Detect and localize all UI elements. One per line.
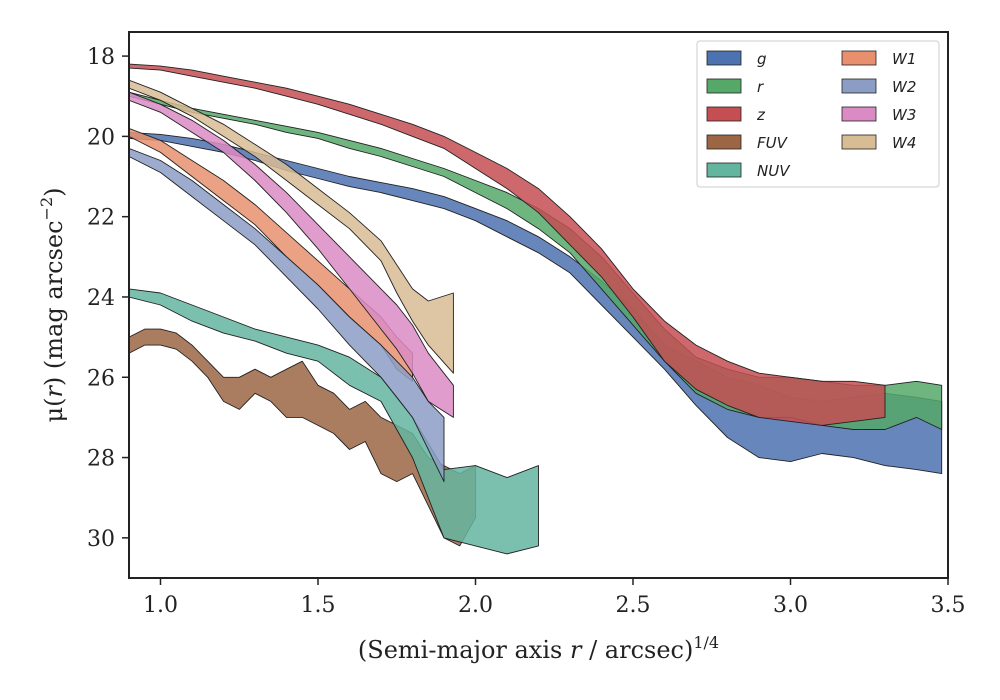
legend-label-g: g bbox=[757, 50, 767, 68]
legend-swatch-nuv bbox=[706, 162, 742, 178]
y-axis-title-group: μ(r) (mag arcsec−2) bbox=[37, 187, 68, 422]
legend-swatch-z bbox=[706, 106, 742, 122]
series-group bbox=[129, 63, 943, 555]
legend-label-z: z bbox=[756, 106, 766, 124]
series-band-w2 bbox=[129, 147, 445, 483]
legend-swatch-r bbox=[706, 78, 742, 94]
y-tick-label: 26 bbox=[87, 366, 115, 391]
series-band-w4 bbox=[129, 79, 454, 374]
legend-swatch-fuv bbox=[706, 134, 742, 150]
x-tick-label: 3.5 bbox=[931, 593, 966, 618]
y-tick-label: 28 bbox=[87, 447, 115, 472]
y-axis-title: μ(r) (mag arcsec−2) bbox=[37, 187, 68, 422]
legend-label-r: r bbox=[757, 78, 764, 96]
legend-swatch-w4 bbox=[841, 134, 877, 150]
legend-swatch-g bbox=[706, 50, 742, 66]
legend-label-w3: W3 bbox=[892, 106, 916, 124]
legend-label-nuv: NUV bbox=[757, 162, 791, 180]
legend-swatch-w1 bbox=[841, 50, 877, 66]
x-tick-label: 2.0 bbox=[458, 593, 493, 618]
legend-box bbox=[696, 40, 940, 188]
y-tick-label: 24 bbox=[87, 286, 115, 311]
legend-swatch-w2 bbox=[841, 78, 877, 94]
legend: grz FUV NUV W1 W2 W3 W4 bbox=[696, 40, 940, 188]
y-tick-label: 18 bbox=[87, 45, 115, 70]
legend-label-w4: W4 bbox=[892, 134, 916, 152]
series-band-z bbox=[129, 63, 886, 426]
x-tick-label: 1.5 bbox=[301, 593, 336, 618]
x-tick-label: 3.0 bbox=[773, 593, 808, 618]
series-band-w3 bbox=[129, 91, 454, 418]
series-band-nuv bbox=[129, 288, 539, 555]
y-tick-label: 20 bbox=[87, 125, 115, 150]
legend-swatch-w3 bbox=[841, 106, 877, 122]
legend-label-w1: W1 bbox=[892, 50, 916, 68]
y-tick-label: 30 bbox=[87, 527, 115, 552]
y-tick-label: 22 bbox=[87, 206, 115, 231]
x-tick-label: 1.0 bbox=[143, 593, 178, 618]
legend-label-fuv: FUV bbox=[757, 134, 789, 152]
x-tick-label: 2.5 bbox=[616, 593, 651, 618]
legend-label-w2: W2 bbox=[892, 78, 916, 96]
plot-frame bbox=[128, 31, 949, 579]
x-axis-title: (Semi-major axis r / arcsec)1/4 bbox=[358, 633, 719, 664]
